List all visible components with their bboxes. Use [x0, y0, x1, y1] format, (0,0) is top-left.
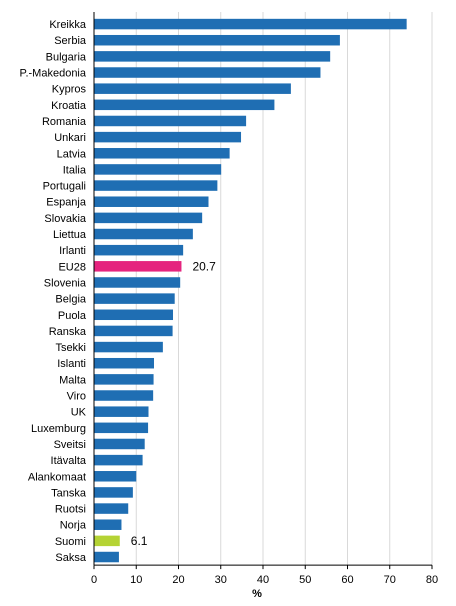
x-tick-label: 30 [215, 574, 227, 586]
category-labels: Kreikka Serbia Bulgaria P.-Makedonia Kypros K… [20, 19, 87, 564]
category-label: Ruotsi [55, 504, 86, 516]
bar [94, 148, 230, 159]
category-label: Islanti [57, 358, 86, 370]
bar [94, 99, 275, 111]
x-tick-label: 20 [172, 574, 184, 586]
data-label: 20.7 [192, 259, 216, 273]
x-axis-title: % [252, 588, 262, 600]
bar [94, 67, 321, 78]
bar [94, 196, 209, 207]
category-label: Romania [42, 116, 87, 128]
bar [94, 18, 407, 30]
category-label: Luxemburg [31, 423, 86, 435]
x-tick-label: 80 [426, 574, 438, 586]
category-label: UK [71, 407, 87, 419]
bar [94, 180, 218, 191]
category-label: Italia [63, 164, 87, 176]
x-tick-label: 0 [91, 574, 97, 586]
bar [94, 228, 193, 240]
bar [94, 357, 154, 369]
x-tick-label: 70 [384, 574, 396, 586]
category-label: Viro [67, 391, 86, 403]
bar [94, 261, 182, 272]
category-label: Belgia [55, 294, 86, 306]
bar [94, 83, 291, 94]
category-label: Saksa [55, 552, 86, 564]
category-label: Sveitsi [54, 439, 86, 451]
bar [94, 519, 122, 530]
bar [94, 341, 163, 353]
category-label: Bulgaria [46, 51, 87, 63]
category-label: Espanja [46, 197, 87, 209]
x-axis: 0 10 20 30 40 50 60 70 80 [91, 12, 438, 586]
x-tick-label: 10 [130, 574, 142, 586]
category-label: P.-Makedonia [20, 68, 87, 80]
data-label: 6.1 [131, 534, 148, 548]
data-labels: 20.7 6.1 [131, 259, 216, 548]
category-label: EU28 [58, 261, 86, 273]
category-label: Suomi [55, 536, 86, 548]
x-tick-label: 60 [341, 574, 353, 586]
category-label: Portugali [43, 181, 86, 193]
category-label: Liettua [53, 229, 87, 241]
x-tick-label: 40 [257, 574, 269, 586]
bar [94, 277, 181, 288]
category-label: Unkari [54, 132, 86, 144]
bar [94, 406, 149, 417]
bar [94, 164, 222, 175]
category-label: Slovenia [44, 277, 87, 289]
category-label: Kreikka [49, 19, 87, 31]
bar [94, 422, 149, 434]
category-label: Slovakia [44, 213, 86, 225]
category-label: Kroatia [51, 100, 87, 112]
bar [94, 212, 203, 224]
bar [94, 454, 143, 466]
category-label: Puola [58, 310, 87, 322]
category-label: Kypros [52, 84, 87, 96]
category-label: Itävalta [51, 455, 87, 467]
bar [94, 309, 174, 321]
bar [94, 487, 133, 498]
bar [94, 503, 129, 514]
bar [94, 131, 242, 143]
bar [94, 551, 119, 563]
category-label: Malta [59, 374, 87, 386]
category-label: Ranska [49, 326, 87, 338]
category-label: Latvia [57, 148, 87, 160]
bar [94, 34, 340, 46]
bar [94, 325, 173, 337]
bar [94, 374, 154, 385]
category-label: Tsekki [55, 342, 86, 354]
bar [94, 471, 137, 482]
grid-lines [135, 12, 433, 566]
category-label: Norja [60, 520, 87, 532]
bar [94, 438, 145, 450]
category-label: Alankomaat [28, 471, 86, 483]
bars [94, 18, 407, 563]
bar [94, 115, 247, 127]
bar [94, 535, 120, 547]
x-tick-label: 50 [299, 574, 311, 586]
bar [94, 390, 154, 401]
bar [94, 51, 331, 62]
bar [94, 244, 184, 256]
category-label: Irlanti [59, 245, 86, 257]
bar [94, 293, 175, 304]
category-label: Tanska [51, 487, 87, 499]
category-label: Serbia [54, 35, 87, 47]
